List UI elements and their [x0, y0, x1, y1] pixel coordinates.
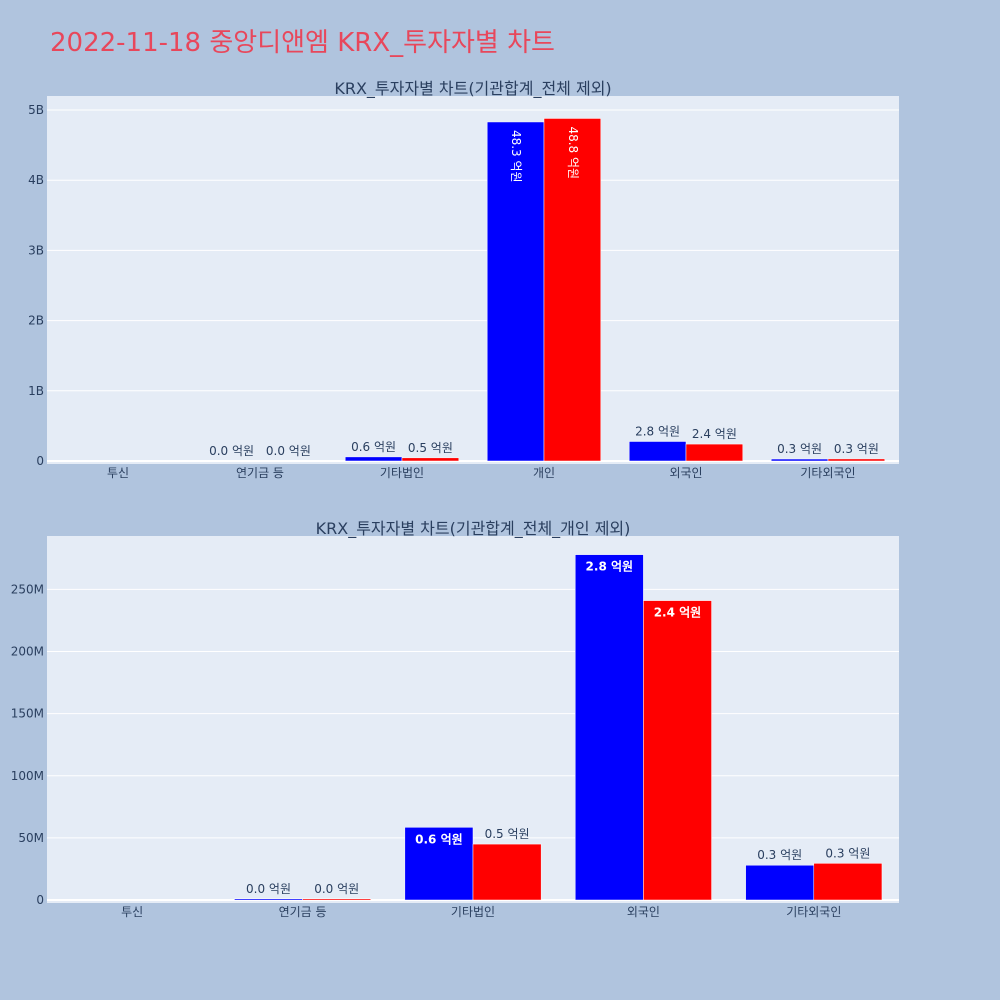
plot-area-1 — [47, 96, 899, 464]
y-tick-label: 0 — [36, 893, 44, 907]
data-label: 0.6 억원 — [351, 440, 396, 454]
data-label: 0.0 억원 — [314, 882, 359, 896]
data-label: 48.8 억원 — [566, 126, 580, 179]
chart-title-1: KRX_투자자별 차트(기관합계_전체 제외) — [334, 79, 611, 99]
y-tick-label: 100M — [11, 769, 44, 783]
page-title: 2022-11-18 중앙디앤엠 KRX_투자자별 차트 — [50, 28, 555, 58]
x-tick-label: 투신 — [121, 905, 143, 919]
y-tick-label: 2B — [28, 314, 44, 328]
bar — [344, 456, 403, 462]
x-tick-label: 기타외국인 — [786, 905, 841, 919]
bar — [472, 843, 542, 901]
y-tick-label: 3B — [28, 243, 44, 257]
bar — [259, 460, 318, 462]
data-label: 0.3 억원 — [834, 442, 879, 456]
bar — [401, 457, 460, 462]
bar — [234, 898, 303, 901]
data-label: 0.0 억원 — [266, 444, 311, 458]
data-label: 0.5 억원 — [408, 441, 453, 455]
bar — [813, 863, 883, 901]
data-label: 2.8 억원 — [635, 424, 680, 438]
y-tick-label: 200M — [11, 645, 44, 659]
y-tick-label: 5B — [28, 103, 44, 117]
x-tick-label: 개인 — [533, 466, 555, 480]
y-tick-label: 0 — [36, 454, 44, 468]
bar — [543, 118, 602, 462]
bar — [574, 554, 644, 901]
data-label: 48.3 억원 — [509, 130, 523, 183]
data-label: 0.6 억원 — [415, 832, 463, 846]
x-tick-label: 외국인 — [669, 466, 702, 480]
data-label: 2.4 억원 — [692, 427, 737, 441]
data-label: 0.5 억원 — [485, 827, 530, 841]
x-tick-label: 연기금 등 — [279, 905, 327, 919]
x-tick-label: 기타법인 — [451, 905, 495, 919]
data-label: 2.8 억원 — [586, 560, 634, 574]
bar — [745, 864, 815, 901]
x-tick-label: 투신 — [107, 466, 129, 480]
bar — [685, 443, 744, 462]
chart-title-2: KRX_투자자별 차트(기관합계_전체_개인 제외) — [316, 519, 631, 539]
data-label: 0.0 억원 — [209, 444, 254, 458]
bar — [827, 458, 886, 462]
bar — [202, 460, 261, 462]
x-tick-label: 연기금 등 — [236, 466, 284, 480]
x-tick-label: 기타외국인 — [800, 466, 855, 480]
y-tick-label: 150M — [11, 707, 44, 721]
data-label: 0.3 억원 — [757, 848, 802, 862]
bar — [302, 898, 372, 901]
data-label: 0.3 억원 — [825, 846, 870, 860]
data-label: 2.4 억원 — [654, 606, 702, 620]
data-label: 0.0 억원 — [246, 882, 291, 896]
bar — [770, 458, 829, 462]
y-tick-label: 1B — [28, 384, 44, 398]
y-tick-label: 250M — [11, 582, 44, 596]
y-tick-label: 50M — [18, 831, 44, 845]
data-label: 0.3 억원 — [777, 442, 822, 456]
bar — [643, 600, 712, 901]
x-tick-label: 기타법인 — [380, 466, 424, 480]
bar — [404, 827, 474, 901]
y-tick-label: 4B — [28, 173, 44, 187]
bar — [628, 441, 687, 462]
x-tick-label: 외국인 — [627, 905, 660, 919]
